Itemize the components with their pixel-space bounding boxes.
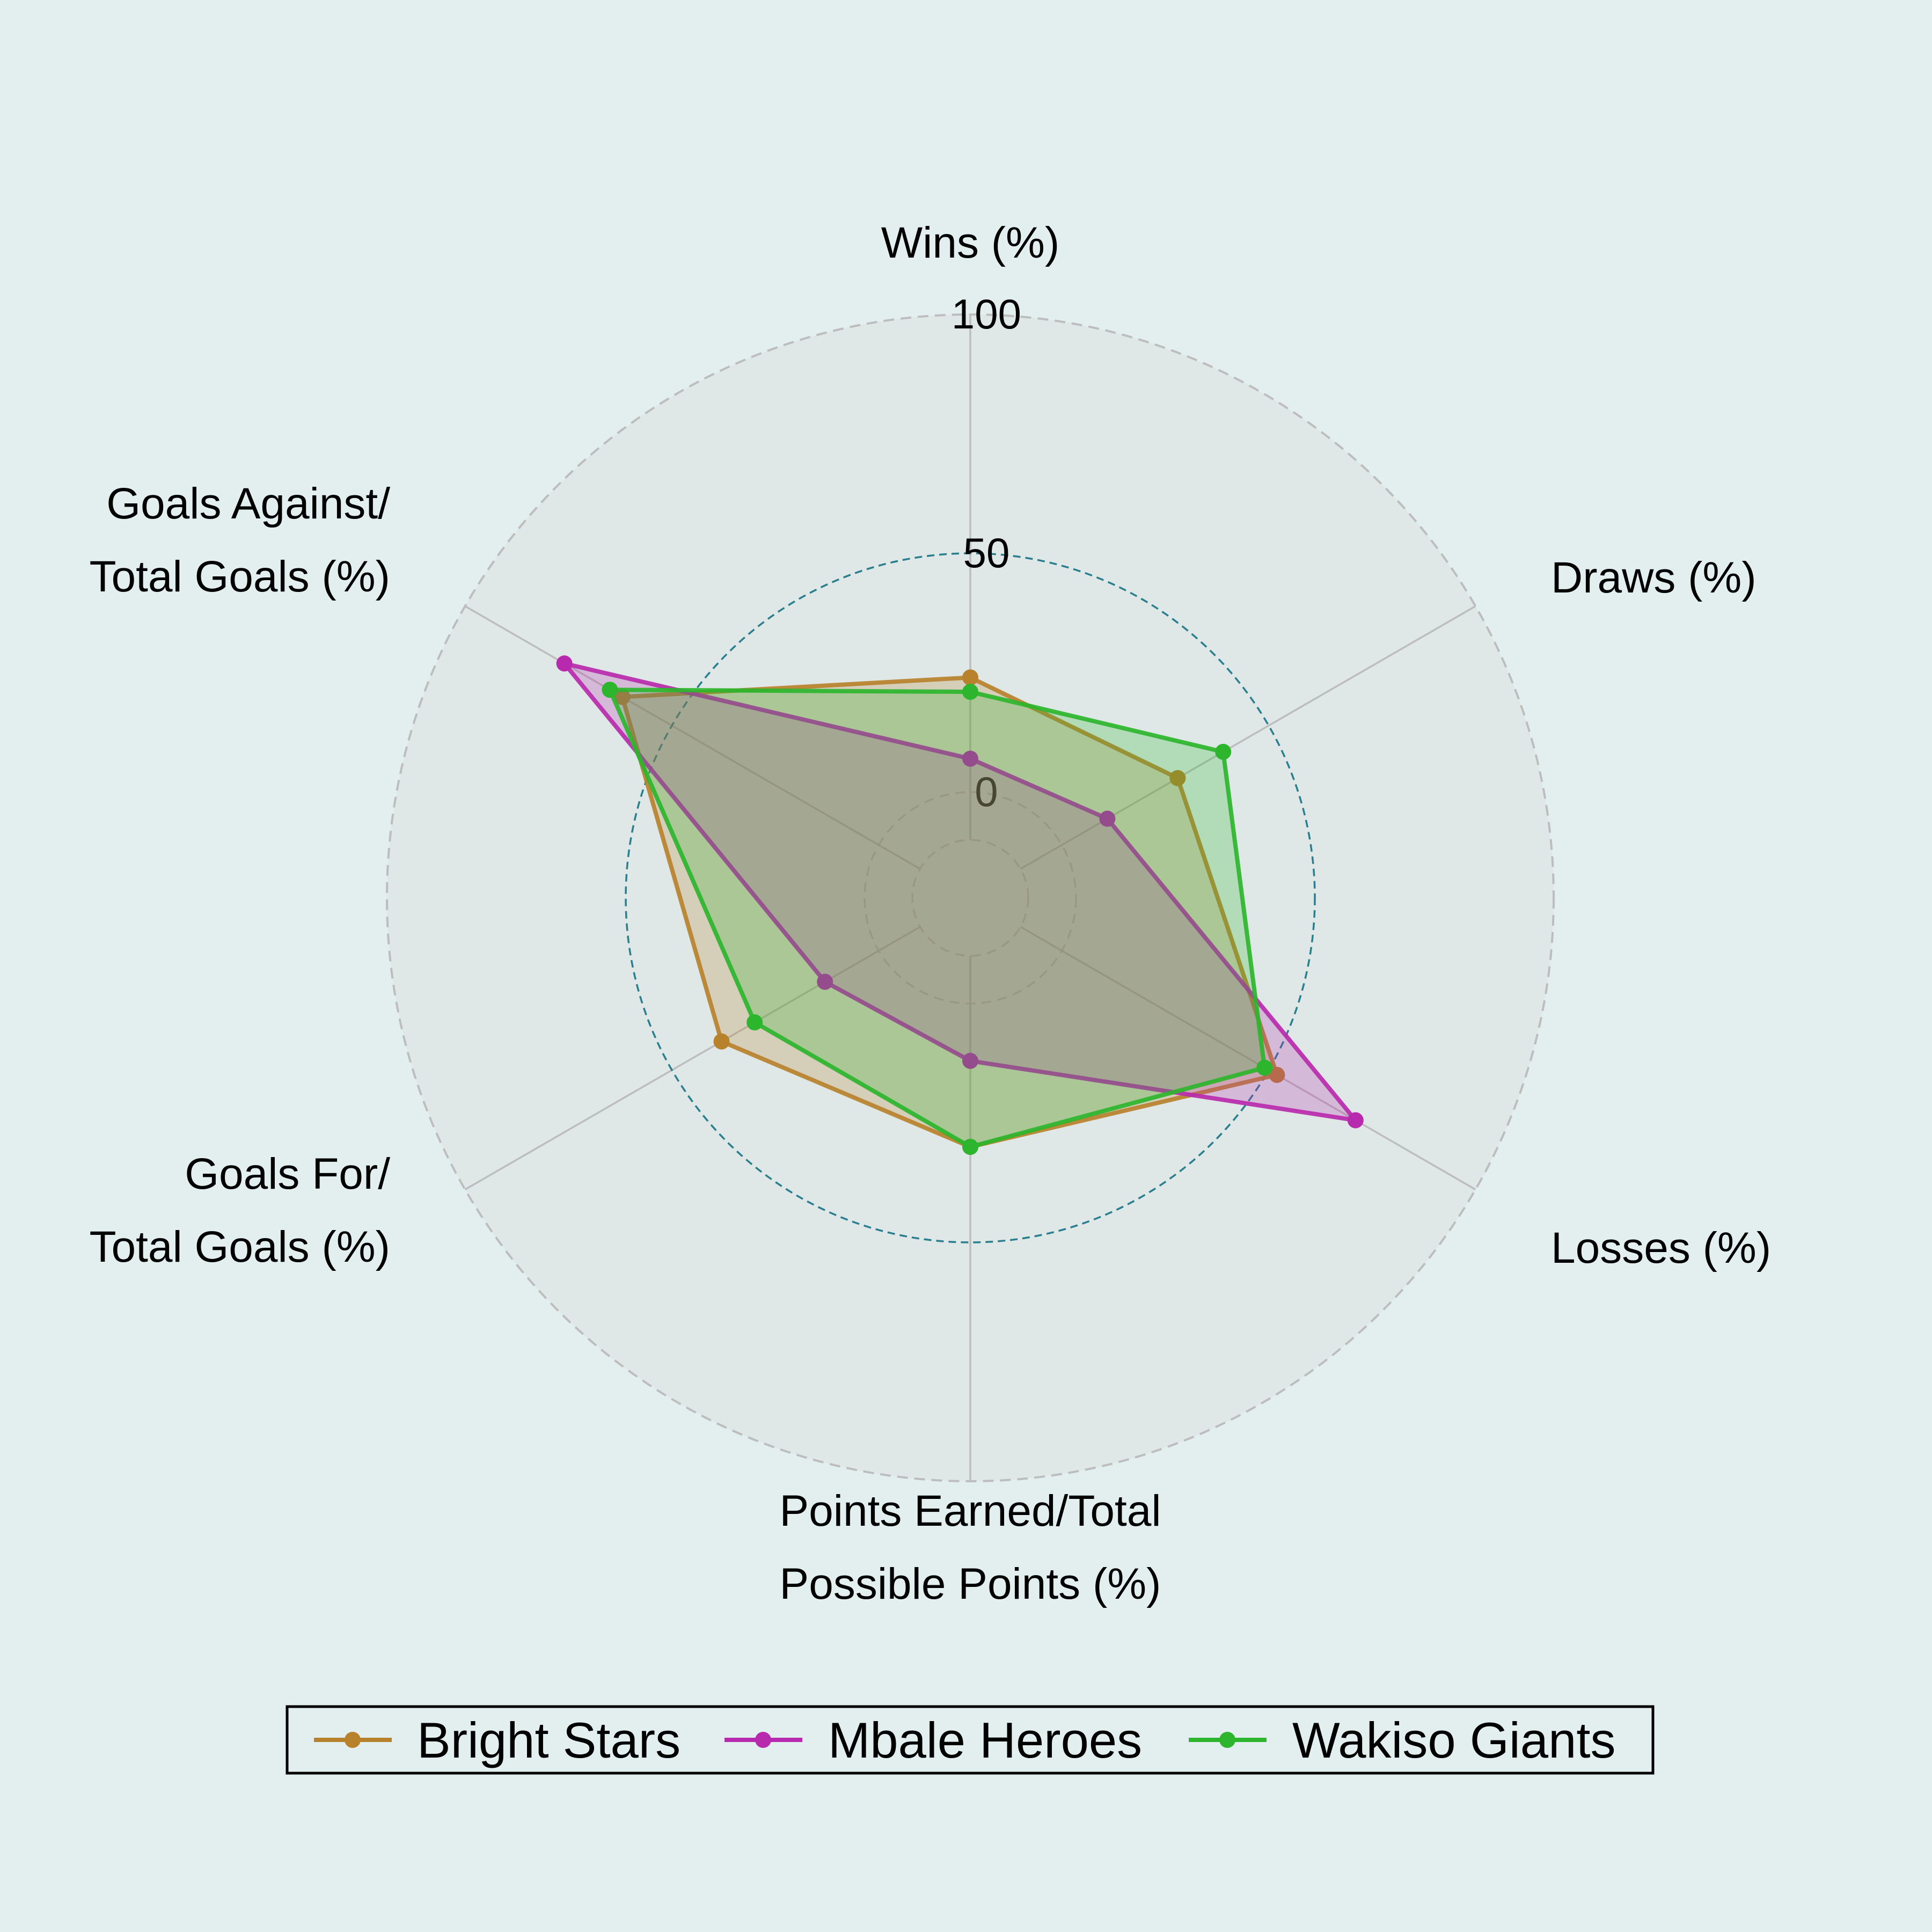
spoke-line <box>464 926 921 1191</box>
legend-label: Wakiso Giants <box>1292 1712 1615 1768</box>
grid-ring-50 <box>625 552 1316 1243</box>
series-point <box>962 684 978 700</box>
legend-label: Mbale Heroes <box>828 1712 1142 1768</box>
spoke-line <box>464 605 921 870</box>
series-point <box>962 669 978 686</box>
series-point <box>1169 770 1186 786</box>
series-point <box>747 1014 763 1030</box>
series-point <box>614 689 631 705</box>
axis-label: Possible Points (%) <box>780 1560 1161 1608</box>
series-point <box>1256 1059 1273 1076</box>
series-area <box>564 663 1356 1121</box>
series-point <box>1215 743 1232 760</box>
series-point <box>962 1139 978 1155</box>
axis-labels: Wins (%) Draws (%) Losses (%) Points Earned… <box>89 218 1771 1608</box>
inner-ring <box>911 839 1029 957</box>
series-point <box>713 1033 730 1050</box>
axis-label: Goals Against/ <box>106 479 390 528</box>
legend-label: Bright Stars <box>417 1712 680 1768</box>
legend: Bright Stars Mbale Heroes Wakiso Giants <box>286 1705 1655 1775</box>
series-point <box>1347 1112 1364 1129</box>
series-point <box>962 1052 978 1069</box>
series-area <box>622 677 1277 1147</box>
spoke-line <box>1020 926 1476 1191</box>
axis-label: Draws (%) <box>1551 553 1757 602</box>
radar-series <box>556 655 1364 1155</box>
axis-label: Total Goals (%) <box>89 552 390 601</box>
axis-label: Wins (%) <box>881 218 1060 267</box>
radial-tick-label: 50 <box>963 529 1010 576</box>
series-point <box>1099 810 1116 827</box>
series-point <box>556 655 573 672</box>
axis-label: Total Goals (%) <box>89 1223 390 1271</box>
axis-label: Losses (%) <box>1551 1224 1771 1272</box>
legend-swatch-marker <box>755 1732 771 1748</box>
series-point <box>962 750 978 767</box>
series-point <box>817 974 833 990</box>
radial-tick-label: 0 <box>975 768 998 815</box>
axis-label: Goals For/ <box>185 1150 390 1198</box>
spoke-line <box>1020 605 1476 870</box>
legend-swatch-marker <box>1219 1732 1235 1748</box>
radar-grid: 0 50 100 <box>386 290 1555 1482</box>
series-point <box>602 682 618 698</box>
series-point <box>1269 1066 1285 1083</box>
legend-swatch-marker <box>345 1732 361 1748</box>
radial-tick-label: 100 <box>952 290 1021 338</box>
legend-box <box>286 1705 1655 1775</box>
axis-label: Points Earned/Total <box>779 1487 1161 1535</box>
